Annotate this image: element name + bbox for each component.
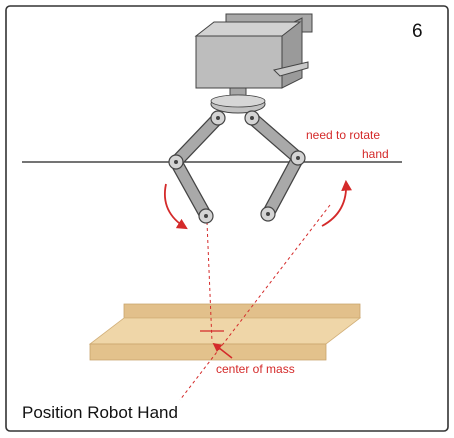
panel-number: 6	[412, 21, 423, 42]
joint-left-shoulder	[210, 110, 226, 126]
joint-right-elbow	[290, 150, 306, 166]
center-of-mass-label: center of mass	[216, 362, 295, 376]
left-rotation-arrow	[164, 183, 188, 230]
board-back-lip	[123, 303, 361, 319]
robot-tray	[273, 61, 309, 77]
center-of-mass-arrow	[212, 342, 233, 359]
robot-front-face	[195, 35, 283, 89]
left-lower-link-fill	[170, 156, 212, 222]
robot-hand	[168, 13, 313, 224]
figure-caption: Position Robot Hand	[22, 403, 178, 422]
diagonal-dashed-line	[179, 204, 331, 401]
rotate-hand-label-line2: hand	[362, 147, 389, 161]
left-upper-link-fill	[170, 112, 224, 168]
robot-wrist-disk-top	[210, 94, 266, 108]
right-upper-link-fill	[246, 112, 304, 164]
joint-right-shoulder	[244, 110, 260, 126]
vertical-dashed-line	[206, 221, 213, 343]
joint-left-elbow	[168, 154, 184, 170]
left-fingertip	[198, 208, 214, 224]
right-rotation-arrow	[321, 179, 352, 227]
wooden-board	[88, 303, 362, 361]
board-top-surface	[88, 317, 362, 345]
board-front-edge	[89, 343, 327, 361]
right-fingertip	[260, 206, 276, 222]
right-lower-link-fill	[262, 152, 304, 220]
rotate-hand-label-line1: need to rotate	[306, 128, 380, 142]
robot-top-face	[194, 21, 302, 37]
